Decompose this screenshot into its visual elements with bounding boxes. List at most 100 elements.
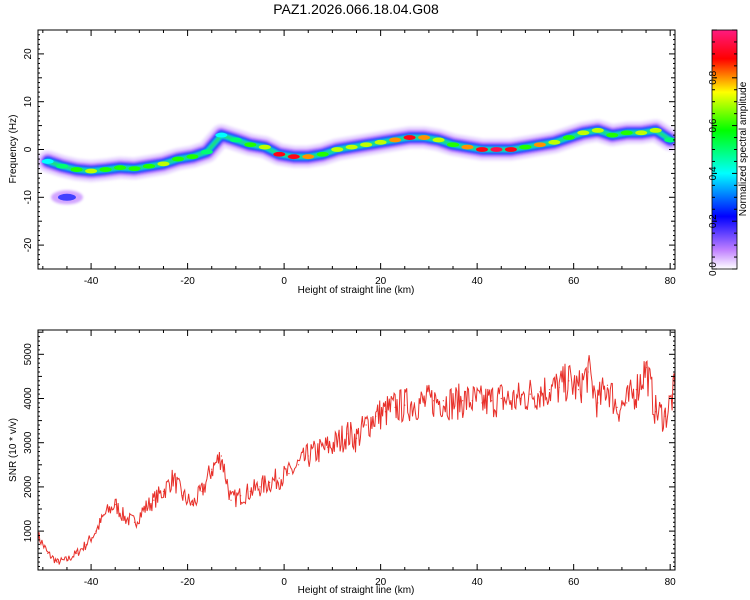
- snr-point: [471, 400, 473, 402]
- snr-point: [365, 424, 367, 426]
- spectrogram-cell: [664, 137, 675, 143]
- spec-xtick-label: 80: [665, 276, 677, 287]
- spectrogram-cell: [99, 167, 112, 172]
- snr-point: [95, 530, 97, 532]
- spectrogram-cell: [620, 130, 633, 136]
- snr-point: [500, 397, 502, 400]
- spectrogram-cell: [70, 167, 83, 172]
- snr-point: [481, 402, 483, 404]
- spectrogram-cell: [374, 139, 387, 145]
- colorbar-tick-labels: 0.0 0.2 0.4 0.6 0.8: [708, 70, 719, 276]
- spectrogram-cell: [244, 142, 257, 148]
- spectrogram-cell: [85, 168, 98, 174]
- spec-ytick-label: 0: [23, 146, 34, 152]
- spec-ytick-label: 20: [23, 48, 34, 60]
- snr-ytick-label: 1000: [23, 520, 34, 543]
- snr-point: [606, 384, 609, 386]
- spectrogram-cell: [215, 132, 228, 138]
- blob-core: [57, 193, 76, 201]
- spectrogram-cell: [345, 144, 358, 150]
- spectrogram-cell: [418, 135, 431, 140]
- spectrogram-y-axis-label: Frequency (Hz): [8, 115, 19, 184]
- snr-point: [172, 477, 174, 479]
- snr-point: [66, 559, 68, 561]
- spectrogram-cell: [229, 137, 242, 143]
- snr-point: [336, 442, 338, 444]
- snr-point: [433, 400, 435, 402]
- spectrogram-cell: [258, 144, 271, 150]
- snr-point: [104, 512, 107, 515]
- snr-point: [143, 508, 145, 510]
- spectrogram-cell: [316, 151, 329, 157]
- snr-point: [124, 517, 126, 519]
- snr-point: [558, 386, 560, 389]
- snr-ticks: [38, 330, 675, 570]
- snr-point: [384, 411, 387, 413]
- snr-point: [317, 450, 319, 453]
- snr-point: [616, 406, 618, 408]
- snr-point: [249, 490, 251, 492]
- spectrogram-cell: [331, 147, 344, 152]
- snr-point: [404, 404, 406, 406]
- spectrogram-cell: [302, 154, 315, 160]
- colorbar: 0.0 0.2 0.4 0.6 0.8 Normalized spectral …: [708, 29, 749, 276]
- snr-point: [153, 499, 155, 501]
- snr-point: [462, 400, 464, 402]
- spectrogram-cell: [504, 147, 517, 152]
- snr-point: [76, 552, 78, 554]
- snr-point: [191, 503, 194, 506]
- spec-ytick-label: 10: [23, 96, 34, 108]
- spectrogram-panel: -40 -20 0 20 40 60 80 -20 -10 0 10 20 He…: [8, 29, 677, 296]
- spectrogram-cell: [548, 139, 561, 145]
- snr-point: [375, 415, 377, 417]
- spectrogram-cell: [128, 166, 141, 172]
- snr-ytick-label: 3000: [23, 431, 34, 454]
- snr-ytick-label: 2000: [23, 475, 34, 498]
- spectrogram-ticks: [38, 29, 675, 270]
- spectrogram-cell: [447, 142, 460, 148]
- snr-point: [626, 402, 628, 404]
- spec-ytick-label: -10: [23, 190, 34, 205]
- spectrogram-cell: [461, 144, 474, 150]
- snr-point: [278, 477, 280, 479]
- snr-point: [240, 495, 242, 497]
- spec-xtick-label: -40: [84, 276, 99, 287]
- spec-xtick-label: 20: [375, 276, 387, 287]
- spectrogram-cell: [200, 149, 213, 155]
- spectrogram-cell: [635, 130, 648, 136]
- snr-point: [288, 473, 290, 475]
- snr-xtick-label: 20: [375, 577, 387, 588]
- spectrogram-cell: [389, 137, 402, 143]
- spectrogram-cell: [432, 137, 445, 143]
- spectrogram-cell: [273, 151, 286, 157]
- spectrogram-plot-area: [38, 30, 675, 269]
- spectrogram-cell: [475, 147, 488, 152]
- snr-ytick-label: 4000: [23, 387, 34, 410]
- spec-xtick-label: -20: [180, 276, 195, 287]
- snr-point: [259, 486, 261, 488]
- snr-point: [597, 402, 599, 404]
- colorbar-gradient: [711, 29, 738, 270]
- spectrogram-cell: [114, 165, 127, 171]
- snr-x-axis-label: Height of straight line (km): [298, 585, 415, 596]
- snr-point: [220, 455, 222, 457]
- snr-point: [355, 437, 358, 439]
- spectrogram-cells: [41, 127, 675, 174]
- snr-point: [269, 481, 271, 484]
- snr-point: [577, 389, 580, 391]
- spec-xtick-label: 60: [568, 276, 580, 287]
- snr-point: [47, 552, 49, 554]
- snr-point: [529, 393, 531, 395]
- snr-ytick-label: 5000: [23, 343, 34, 366]
- spectrogram-cell: [41, 159, 54, 164]
- snr-point: [519, 397, 522, 400]
- snr-point: [85, 543, 87, 545]
- spectrogram-cell: [533, 142, 546, 148]
- colorbar-tick-label: 0.6: [708, 118, 719, 132]
- spectrogram-cell: [171, 156, 184, 162]
- snr-point: [162, 490, 165, 492]
- spec-xtick-label: 0: [281, 276, 287, 287]
- snr-y-tick-labels: 1000 2000 3000 4000 5000: [23, 343, 34, 542]
- snr-point: [635, 389, 637, 391]
